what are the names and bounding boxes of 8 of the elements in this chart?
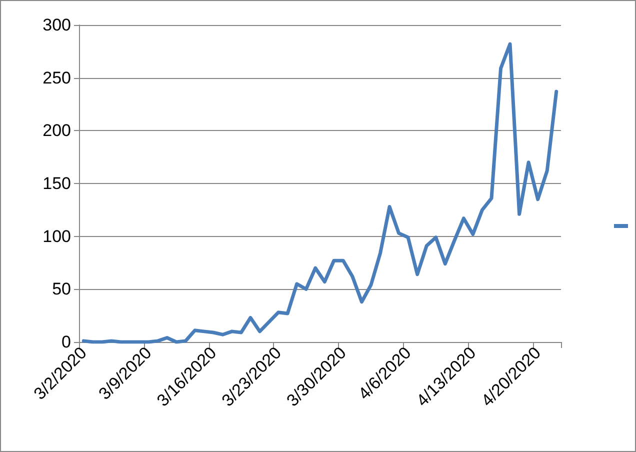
y-tick-label: 50 <box>52 280 71 299</box>
y-tick-label: 250 <box>42 68 71 88</box>
line-series <box>82 42 558 344</box>
y-tick-label: 0 <box>62 332 71 352</box>
y-tick-label: 300 <box>42 16 71 34</box>
y-tick-label: 200 <box>42 121 71 140</box>
y-tick-label: 150 <box>42 174 71 193</box>
y-tick-label: 100 <box>42 226 71 246</box>
